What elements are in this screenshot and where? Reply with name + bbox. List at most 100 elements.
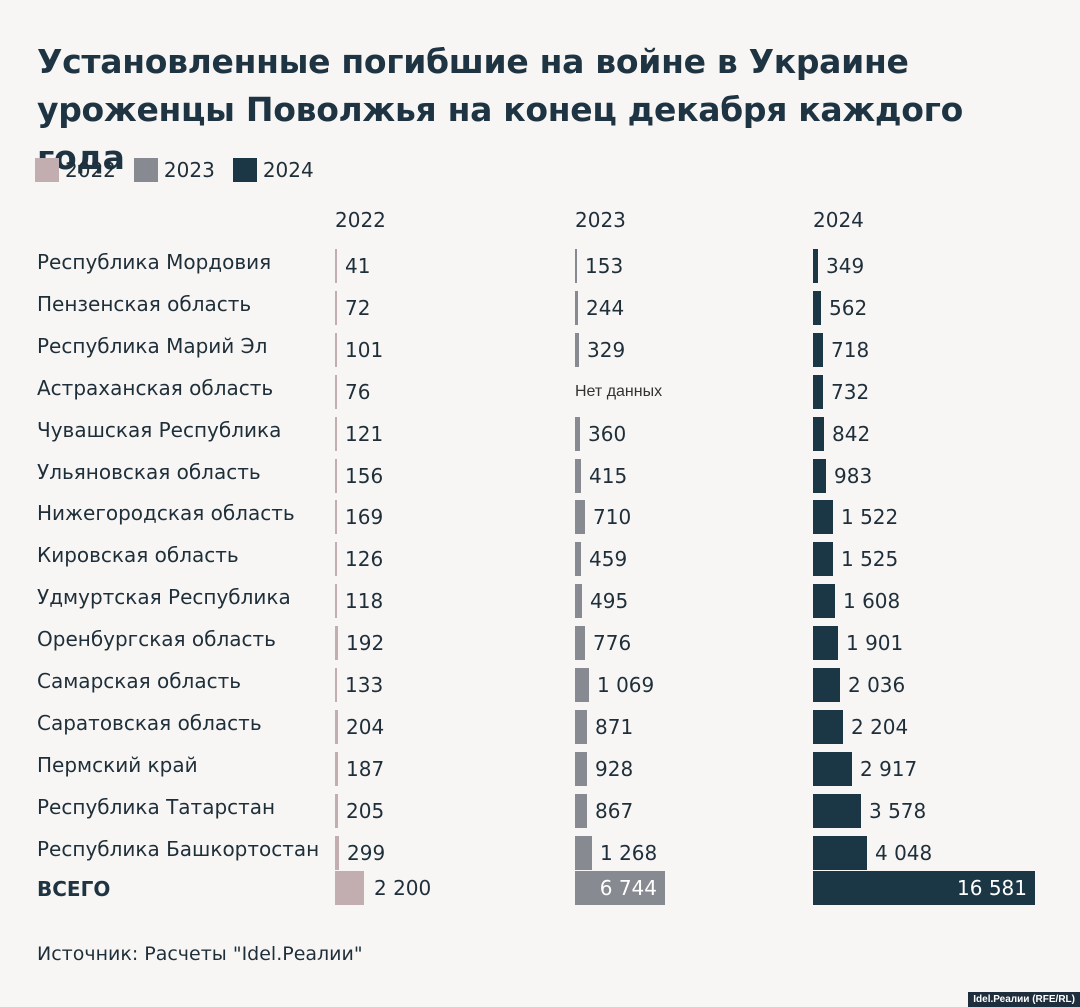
value-label-2024: 842 — [832, 421, 871, 446]
bar-2024 — [813, 249, 818, 283]
bar-2022 — [335, 835, 339, 870]
bar-2024 — [813, 626, 838, 661]
legend-swatch-2024 — [232, 158, 257, 182]
bar-2022 — [335, 458, 337, 493]
legend-swatch-2023 — [133, 158, 158, 182]
bar-total-2024 — [813, 870, 1035, 905]
bar-2023 — [575, 500, 585, 535]
bar-2023 — [575, 668, 589, 702]
bar-2023 — [575, 626, 585, 661]
value-label-2024: 2 036 — [848, 673, 906, 697]
row-label: Пермский край — [37, 752, 198, 777]
value-label-2022: 101 — [345, 337, 384, 362]
bar-2022 — [335, 584, 337, 619]
row-label: Ульяновская область — [37, 459, 261, 484]
row-label: Саратовская область — [37, 710, 262, 735]
value-label-2022: 121 — [345, 421, 384, 446]
bar-2024 — [813, 416, 824, 451]
value-label-2024: 1 608 — [843, 589, 901, 614]
column-header-2023: 2023 — [575, 208, 626, 232]
no-data-label: Нет данных — [575, 382, 663, 400]
legend-label-2022: 2022 — [65, 158, 116, 182]
row-label: Самарская область — [37, 669, 242, 693]
legend: 2022 2023 2024 — [35, 156, 332, 184]
bar-2024 — [813, 584, 835, 619]
row-label: Республика Мордовия — [37, 250, 272, 274]
value-label-2024: 2 204 — [851, 714, 909, 739]
value-label-2022: 156 — [345, 463, 384, 488]
bar-2023 — [575, 542, 581, 577]
row-label: Республика Башкортостан — [37, 836, 320, 861]
value-label-2023: 415 — [589, 463, 628, 488]
legend-item-2022: 2022 — [35, 158, 116, 182]
bar-2023 — [575, 709, 587, 744]
chart-title-line-2: уроженцы Поволжья на конец декабря каждо… — [37, 90, 963, 177]
source-note: Источник: Расчеты "Idel.Реалии" — [37, 943, 363, 965]
value-label-2024: 1 525 — [841, 547, 899, 572]
value-label-2022: 205 — [346, 798, 385, 823]
bar-2022 — [335, 332, 337, 367]
legend-item-2023: 2023 — [133, 158, 215, 182]
row-label: Чувашская Республика — [37, 417, 282, 442]
value-label-2023: 867 — [595, 798, 634, 823]
bar-total-2023 — [575, 870, 665, 905]
value-label-total-2023: 6 744 — [599, 875, 657, 900]
credit-badge: Idel.Реалии (RFE/RL) — [968, 992, 1080, 1007]
row-label: Астраханская область — [37, 375, 274, 400]
row-label: Оренбургская область — [37, 627, 276, 652]
value-label-total-2024: 16 581 — [957, 875, 1027, 900]
row-label: Республика Татарстан — [37, 794, 276, 819]
value-label-2024: 1 901 — [846, 631, 904, 656]
bar-2022 — [335, 249, 337, 283]
value-label-2024: 2 917 — [860, 756, 918, 781]
bar-2022 — [335, 374, 337, 409]
value-label-2024: 718 — [831, 337, 870, 362]
bar-2022 — [335, 290, 337, 325]
value-label-2024: 562 — [829, 295, 868, 320]
column-header-2022: 2022 — [335, 208, 386, 232]
row-label-total: ВСЕГО — [37, 876, 111, 901]
value-label-2024: 983 — [834, 463, 873, 488]
value-label-2023: 329 — [587, 337, 626, 362]
bar-2024 — [813, 751, 852, 786]
chart-title-line-1: Установленные погибшие на войне в Украин… — [37, 42, 909, 81]
value-label-2024: 1 522 — [841, 505, 899, 530]
value-label-2023: 153 — [585, 254, 624, 278]
value-label-2022: 41 — [345, 254, 371, 278]
row-label: Удмуртская Республика — [37, 585, 291, 610]
value-label-2022: 204 — [346, 714, 385, 739]
bar-total-2022 — [335, 870, 364, 905]
value-label-2023: 244 — [586, 295, 625, 320]
bar-2023 — [575, 416, 580, 451]
row-label: Пензенская область — [37, 291, 252, 316]
column-header-2024: 2024 — [813, 208, 864, 232]
bar-2024 — [813, 668, 840, 702]
value-label-2022: 192 — [346, 631, 385, 656]
bar-2024 — [813, 835, 867, 870]
bar-2024 — [813, 542, 833, 577]
legend-swatch-2022 — [35, 158, 59, 182]
row-label: Республика Марий Эл — [37, 333, 268, 358]
bar-2022 — [335, 500, 337, 535]
value-label-2023: 871 — [595, 714, 634, 739]
bar-2024 — [813, 290, 821, 325]
value-label-2023: 459 — [589, 547, 628, 572]
legend-item-2024: 2024 — [232, 158, 314, 182]
value-label-2023: 1 069 — [597, 673, 655, 697]
value-label-2023: 928 — [595, 756, 634, 781]
bar-2024 — [813, 374, 823, 409]
bar-2024 — [813, 500, 833, 535]
bar-2022 — [335, 416, 337, 451]
bar-2023 — [575, 290, 578, 325]
bar-2022 — [335, 542, 337, 577]
value-label-2024: 732 — [831, 379, 870, 404]
value-label-2022: 299 — [347, 840, 386, 865]
value-label-2024: 4 048 — [875, 840, 933, 865]
value-label-2022: 169 — [345, 505, 384, 530]
bar-2024 — [813, 458, 826, 493]
value-label-2023: 710 — [593, 505, 632, 530]
value-label-2023: 495 — [590, 589, 629, 614]
bar-2022 — [335, 668, 337, 702]
chart-title: Установленные погибшие на войне в Украин… — [37, 38, 1057, 182]
value-label-2024: 3 578 — [869, 798, 927, 823]
